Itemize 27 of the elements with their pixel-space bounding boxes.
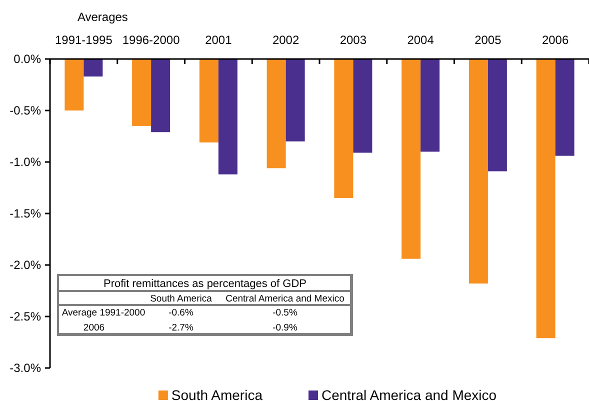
annotation: -0.6% bbox=[168, 308, 194, 318]
x-tick-label: 2002 bbox=[272, 33, 300, 47]
x-tick-label: 2005 bbox=[474, 33, 502, 47]
x-tick-label: 2001 bbox=[205, 33, 232, 47]
annotation: Profit remittances as percentages of GDP bbox=[104, 278, 306, 290]
legend-label: South America bbox=[171, 387, 263, 401]
annotation: 2006 bbox=[83, 322, 105, 334]
annotation: Average 1991-2000 bbox=[62, 308, 146, 318]
y-tick-label: -2.5% bbox=[10, 309, 42, 324]
legend-label: Central America and Mexico bbox=[321, 387, 497, 401]
annotation: -2.7% bbox=[168, 322, 194, 334]
x-tick-label: 1991-1995 bbox=[54, 33, 113, 47]
y-tick-label: -3.0% bbox=[10, 360, 42, 375]
y-tick-label: -0.5% bbox=[10, 103, 42, 118]
annotation: -0.9% bbox=[272, 322, 298, 334]
text: Averages bbox=[77, 10, 128, 24]
annotation: -0.5% bbox=[272, 308, 298, 318]
y-tick-label: 0.0% bbox=[14, 52, 42, 66]
annotation: South America bbox=[150, 294, 213, 304]
y-tick-label: -2.0% bbox=[10, 258, 42, 272]
y-tick-label: -1.5% bbox=[10, 206, 42, 220]
annotation: Central America and Mexico bbox=[226, 294, 344, 304]
x-tick-label: 2004 bbox=[407, 33, 434, 47]
y-tick-label: -1.0% bbox=[10, 154, 42, 169]
x-tick-label: 1996-2000 bbox=[122, 33, 180, 47]
x-tick-label: 2006 bbox=[542, 33, 569, 47]
x-tick-label: 2003 bbox=[340, 33, 367, 47]
